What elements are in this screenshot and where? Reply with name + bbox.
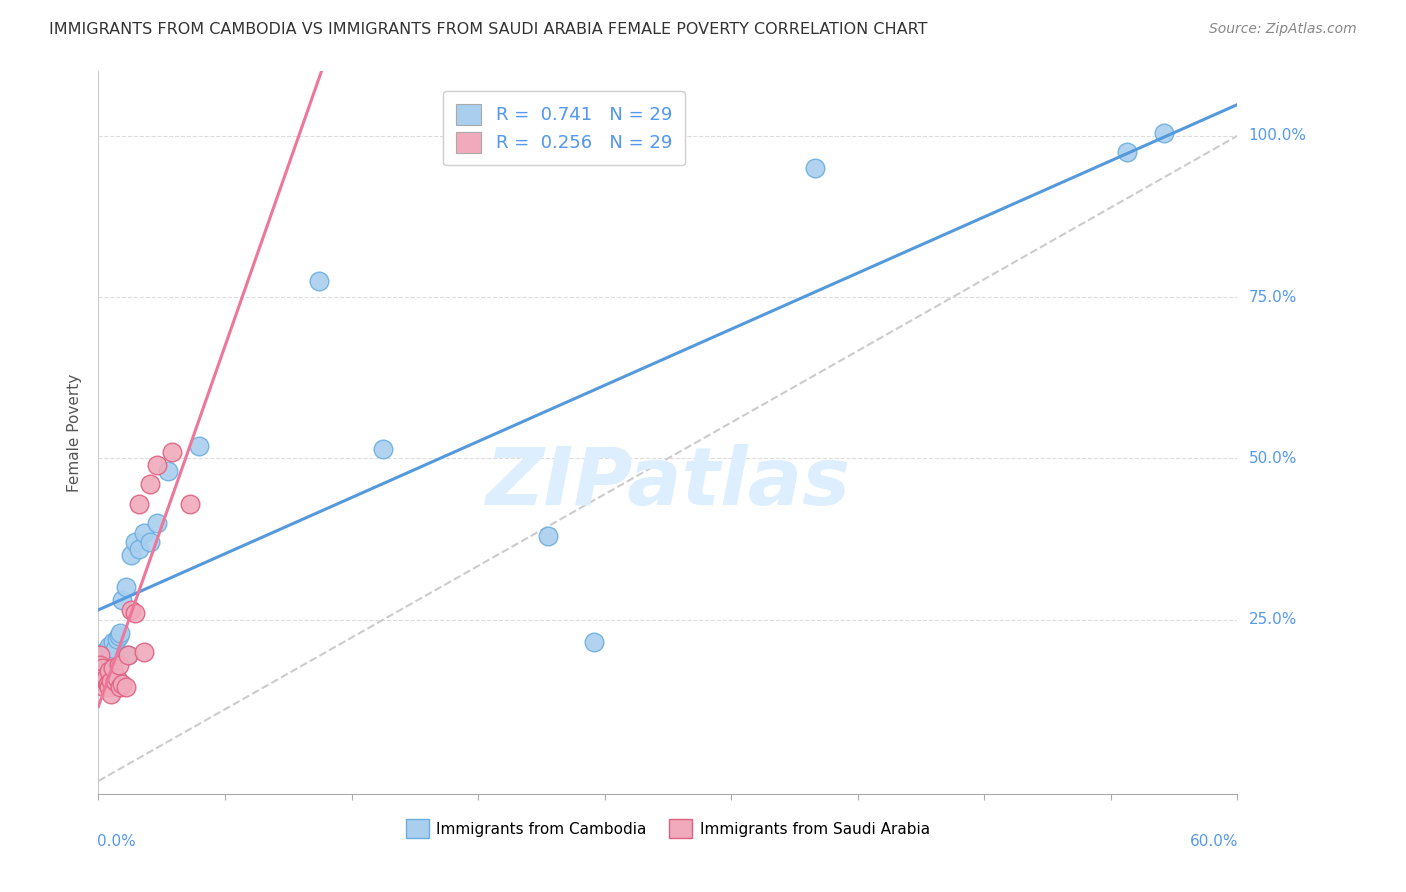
Point [1153, 126, 1175, 140]
Text: 25.0%: 25.0% [1249, 612, 1296, 627]
Point [107, 629, 129, 643]
Text: 100.0%: 100.0% [1249, 128, 1306, 144]
Point [1116, 145, 1139, 159]
Point [94, 655, 117, 669]
Point [160, 445, 183, 459]
Point [100, 651, 122, 665]
Point [100, 687, 122, 701]
Point [121, 548, 143, 562]
Point [111, 593, 134, 607]
Text: 50.0%: 50.0% [1249, 451, 1296, 466]
Point [128, 497, 150, 511]
Point [98, 681, 121, 695]
Point [117, 648, 139, 663]
Point [308, 274, 330, 288]
Point [91, 648, 114, 663]
Point [110, 681, 132, 695]
Point [128, 541, 150, 556]
Point [98, 639, 121, 653]
Text: 75.0%: 75.0% [1249, 290, 1296, 305]
Point [110, 625, 132, 640]
Point [124, 535, 146, 549]
Point [134, 645, 156, 659]
Point [97, 661, 120, 675]
Point [111, 677, 134, 691]
Point [115, 581, 138, 595]
Point [804, 161, 827, 175]
Point [93, 681, 115, 695]
Point [583, 635, 606, 649]
Point [146, 516, 169, 530]
Text: 60.0%: 60.0% [1189, 834, 1239, 848]
Y-axis label: Female Poverty: Female Poverty [67, 374, 83, 491]
Point [91, 661, 114, 675]
Point [121, 603, 143, 617]
Legend: R =  0.741   N = 29, R =  0.256   N = 29: R = 0.741 N = 29, R = 0.256 N = 29 [443, 91, 685, 165]
Point [97, 677, 120, 691]
Point [134, 525, 156, 540]
Point [139, 477, 162, 491]
Point [98, 665, 121, 679]
Point [94, 673, 117, 688]
Point [146, 458, 169, 472]
Point [105, 671, 128, 685]
Point [101, 661, 124, 675]
Point [157, 464, 180, 478]
Point [139, 535, 162, 549]
Point [188, 438, 211, 452]
Point [117, 648, 139, 663]
Point [93, 645, 115, 659]
Point [104, 673, 127, 688]
Point [107, 657, 129, 672]
Text: ZIPatlas: ZIPatlas [485, 444, 851, 522]
Point [537, 529, 560, 543]
Point [100, 673, 122, 688]
Point [94, 671, 117, 685]
Point [115, 681, 138, 695]
Point [89, 657, 111, 672]
Point [93, 673, 115, 688]
Point [91, 671, 114, 685]
Point [371, 442, 394, 456]
Point [179, 497, 201, 511]
Text: 0.0%: 0.0% [97, 834, 136, 848]
Text: IMMIGRANTS FROM CAMBODIA VS IMMIGRANTS FROM SAUDI ARABIA FEMALE POVERTY CORRELAT: IMMIGRANTS FROM CAMBODIA VS IMMIGRANTS F… [49, 22, 928, 37]
Text: Source: ZipAtlas.com: Source: ZipAtlas.com [1209, 22, 1357, 37]
Point [89, 648, 111, 663]
Point [101, 635, 124, 649]
Point [105, 632, 128, 646]
Point [124, 607, 146, 621]
Point [104, 641, 127, 656]
